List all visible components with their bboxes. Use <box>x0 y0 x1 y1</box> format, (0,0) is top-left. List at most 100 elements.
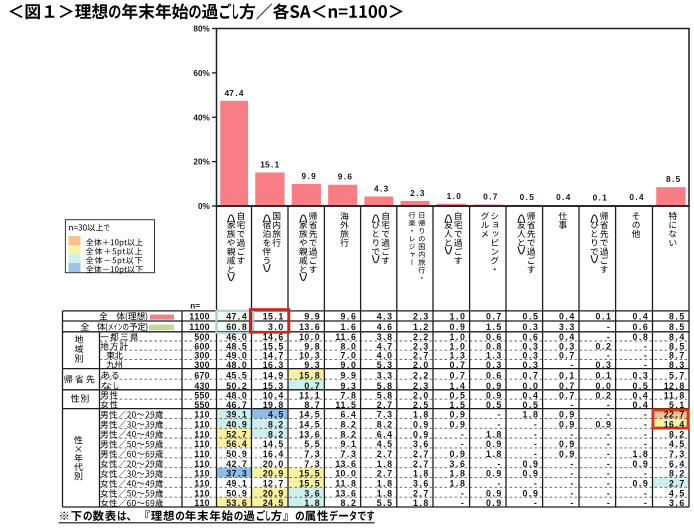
svg-text:0.9: 0.9 <box>632 459 647 469</box>
svg-text:7.3: 7.3 <box>669 449 684 459</box>
svg-text:-: - <box>644 488 647 498</box>
svg-text:0.9: 0.9 <box>413 429 428 439</box>
svg-text:0.9: 0.9 <box>486 498 501 508</box>
svg-text:550: 550 <box>194 390 209 400</box>
svg-text:0.5: 0.5 <box>520 192 535 202</box>
svg-text:0.4: 0.4 <box>523 390 538 400</box>
svg-text:4.5: 4.5 <box>669 439 684 449</box>
svg-text:0.7: 0.7 <box>559 390 574 400</box>
svg-text:-: - <box>461 429 464 439</box>
svg-text:2.7: 2.7 <box>377 400 392 410</box>
svg-text:0.1: 0.1 <box>596 370 611 380</box>
svg-text:1.5: 1.5 <box>450 400 465 410</box>
svg-text:0%: 0% <box>198 202 211 211</box>
svg-text:2.5: 2.5 <box>413 400 428 410</box>
svg-text:0.2: 0.2 <box>596 390 611 400</box>
svg-text:0.0: 0.0 <box>596 381 611 391</box>
svg-text:-: - <box>644 351 647 361</box>
svg-text:0.4: 0.4 <box>559 311 574 321</box>
svg-text:0.7: 0.7 <box>559 381 574 391</box>
svg-text:0.9: 0.9 <box>486 488 501 498</box>
svg-text:-: - <box>570 488 573 498</box>
svg-text:0.1: 0.1 <box>593 192 608 202</box>
svg-text:0.5: 0.5 <box>486 400 501 410</box>
svg-text:1.6: 1.6 <box>341 322 356 332</box>
svg-text:110: 110 <box>194 498 209 508</box>
svg-text:-: - <box>607 400 610 410</box>
svg-text:3.0: 3.0 <box>268 322 283 332</box>
svg-text:8.2: 8.2 <box>669 469 684 479</box>
svg-text:110: 110 <box>194 439 209 449</box>
svg-text:2.3: 2.3 <box>413 311 428 321</box>
svg-text:-: - <box>570 429 573 439</box>
svg-text:0.6: 0.6 <box>523 332 538 342</box>
svg-text:-: - <box>644 439 647 449</box>
svg-text:600: 600 <box>194 341 209 351</box>
svg-text:2.3: 2.3 <box>410 188 425 198</box>
svg-text:3.6: 3.6 <box>450 459 465 469</box>
svg-text:8.2: 8.2 <box>341 429 356 439</box>
svg-text:0.7: 0.7 <box>559 351 574 361</box>
svg-text:2.0: 2.0 <box>413 390 428 400</box>
svg-text:0.5: 0.5 <box>523 400 538 410</box>
svg-text:4.5: 4.5 <box>377 439 392 449</box>
svg-text:500: 500 <box>194 332 209 342</box>
svg-text:4.0: 4.0 <box>377 351 392 361</box>
svg-text:9.6: 9.6 <box>341 311 356 321</box>
svg-text:9.9: 9.9 <box>301 171 316 181</box>
svg-text:110: 110 <box>194 449 209 459</box>
svg-text:1100: 1100 <box>189 322 209 332</box>
svg-text:-: - <box>461 488 464 498</box>
svg-text:6.4: 6.4 <box>341 410 356 420</box>
svg-text:-: - <box>534 439 537 449</box>
svg-text:-: - <box>534 479 537 489</box>
svg-text:0.3: 0.3 <box>523 351 538 361</box>
svg-text:-: - <box>570 360 573 370</box>
svg-text:3.3: 3.3 <box>559 322 574 332</box>
svg-text:1.0: 1.0 <box>450 341 465 351</box>
svg-text:0.9: 0.9 <box>559 410 574 420</box>
svg-text:8.7: 8.7 <box>669 351 684 361</box>
svg-text:0.9: 0.9 <box>413 419 428 429</box>
svg-text:0.8: 0.8 <box>632 332 647 342</box>
svg-text:0.9: 0.9 <box>450 322 465 332</box>
svg-text:0.6: 0.6 <box>486 332 501 342</box>
svg-text:1.0: 1.0 <box>447 191 462 201</box>
svg-text:2.7: 2.7 <box>413 351 428 361</box>
svg-text:1.5: 1.5 <box>486 322 501 332</box>
svg-text:2.7: 2.7 <box>377 469 392 479</box>
svg-text:0.9: 0.9 <box>486 381 501 391</box>
svg-text:-: - <box>497 479 500 489</box>
svg-text:0.9: 0.9 <box>523 459 538 469</box>
svg-text:430: 430 <box>194 381 209 391</box>
svg-text:-: - <box>497 410 500 420</box>
svg-text:n=: n= <box>190 301 200 310</box>
svg-text:0.6: 0.6 <box>486 370 501 380</box>
svg-text:0.7: 0.7 <box>523 370 538 380</box>
svg-text:0.9: 0.9 <box>559 449 574 459</box>
svg-text:-: - <box>644 410 647 420</box>
svg-text:0.4: 0.4 <box>632 311 647 321</box>
svg-text:2.7: 2.7 <box>377 449 392 459</box>
svg-text:0.4: 0.4 <box>632 400 647 410</box>
svg-text:1.4: 1.4 <box>450 381 465 391</box>
svg-text:-: - <box>607 479 610 489</box>
svg-text:1.8: 1.8 <box>413 410 428 420</box>
svg-text:0.3: 0.3 <box>523 341 538 351</box>
svg-text:0.4: 0.4 <box>632 390 647 400</box>
svg-text:110: 110 <box>194 419 209 429</box>
svg-text:0.4: 0.4 <box>559 332 574 342</box>
svg-text:-: - <box>570 400 573 410</box>
svg-text:0.6: 0.6 <box>632 322 647 332</box>
svg-text:0.9: 0.9 <box>559 439 574 449</box>
svg-text:0.3: 0.3 <box>523 322 538 332</box>
svg-text:6.4: 6.4 <box>377 429 392 439</box>
svg-text:8.2: 8.2 <box>341 419 356 429</box>
svg-text:1.2: 1.2 <box>413 322 428 332</box>
svg-text:-: - <box>607 439 610 449</box>
svg-text:-: - <box>607 429 610 439</box>
svg-text:-: - <box>570 459 573 469</box>
svg-text:1.8: 1.8 <box>486 449 501 459</box>
svg-text:300: 300 <box>194 360 209 370</box>
svg-text:0.9: 0.9 <box>486 390 501 400</box>
